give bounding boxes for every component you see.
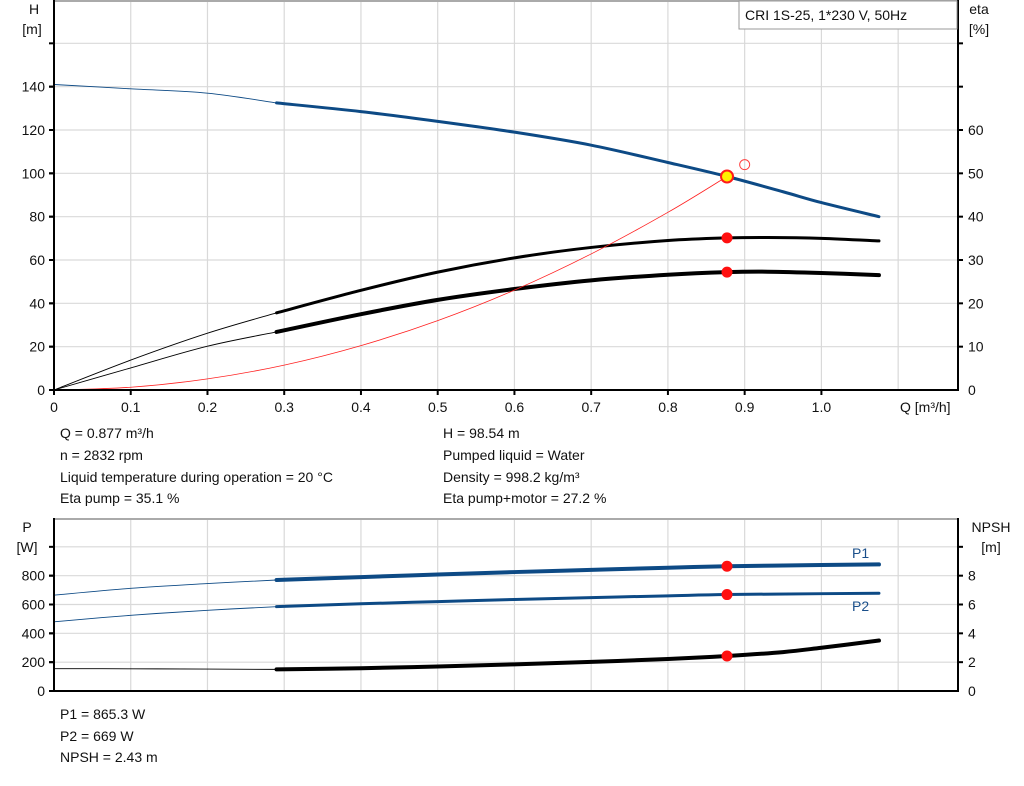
right-tick-label: 50 [968, 165, 984, 181]
eta_pump_motor-curve-extrapolated [53, 331, 277, 391]
p1-series-label: P1 [852, 545, 869, 561]
x-tick-label: 0.2 [198, 399, 218, 415]
right-tick-label: 2 [968, 654, 976, 670]
left-tick-label: 0 [37, 683, 45, 699]
right-tick-label: 0 [968, 382, 976, 398]
info-npsh: NPSH = 2.43 m [60, 749, 158, 765]
x-tick-label: 0.7 [581, 399, 601, 415]
P2-curve [275, 591, 881, 609]
npsh-point-marker [721, 650, 733, 662]
info-p1: P1 = 865.3 W [60, 706, 146, 722]
right-tick-label: 6 [968, 597, 976, 613]
eta_pump-curve-extrapolated [53, 312, 277, 391]
system-curve [53, 176, 728, 391]
info-n: n = 2832 rpm [60, 447, 143, 463]
info-eta-pump: Eta pump = 35.1 % [60, 490, 179, 506]
x-tick-label: 0.1 [121, 399, 141, 415]
x-tick-label: 1.0 [812, 399, 832, 415]
p2-point-marker [721, 589, 733, 601]
legend-text: CRI 1S-25, 1*230 V, 50Hz [745, 7, 907, 23]
eta-pump-point-marker [721, 232, 733, 244]
left-tick-label: 200 [22, 654, 46, 670]
info-p2: P2 = 669 W [60, 728, 134, 744]
legend-box [738, 0, 958, 30]
p-axis-unit: [W] [17, 539, 38, 555]
right-tick-label: 60 [968, 122, 984, 138]
right-tick-label: 10 [968, 339, 984, 355]
H-curve [275, 101, 881, 219]
left-tick-label: 60 [29, 252, 45, 268]
right-tick-label: 8 [968, 568, 976, 584]
info-liquid: Pumped liquid = Water [443, 447, 585, 463]
h-axis-label: H [29, 1, 39, 17]
requested-point-marker [739, 159, 751, 171]
left-tick-label: 600 [22, 597, 46, 613]
p2-series-label: P2 [852, 598, 869, 614]
eta-axis-unit: [%] [969, 21, 989, 37]
left-tick-label: 400 [22, 625, 46, 641]
info-eta-pump-motor: Eta pump+motor = 27.2 % [443, 490, 606, 506]
right-tick-label: 20 [968, 295, 984, 311]
P2-curve-extrapolated [53, 606, 277, 623]
NPSH-curve [274, 638, 881, 672]
info-density: Density = 998.2 kg/m³ [443, 469, 580, 485]
left-tick-label: 0 [37, 382, 45, 398]
eta-pump-motor-point-marker [721, 266, 733, 278]
x-tick-label: 0.9 [735, 399, 755, 415]
left-tick-label: 40 [29, 295, 45, 311]
x-tick-label: 0.4 [351, 399, 371, 415]
h-axis-unit: [m] [22, 21, 41, 37]
p-axis-label: P [22, 519, 31, 535]
npsh-axis-label: NPSH [972, 519, 1011, 535]
left-tick-label: 800 [22, 568, 46, 584]
right-tick-label: 4 [968, 625, 976, 641]
NPSH-curve-extrapolated [53, 668, 277, 670]
P1-curve [274, 562, 881, 582]
H-curve-extrapolated [53, 84, 277, 104]
x-tick-label: 0.5 [428, 399, 448, 415]
info-h: H = 98.54 m [443, 425, 520, 441]
right-tick-label: 0 [968, 683, 976, 699]
eta_pump-curve [275, 235, 881, 315]
eta_pump_motor-curve [274, 269, 881, 334]
P1-curve-extrapolated [53, 579, 277, 596]
x-tick-label: 0 [50, 399, 58, 415]
right-tick-label: 40 [968, 209, 984, 225]
left-tick-label: 120 [22, 122, 46, 138]
x-tick-label: 0.8 [658, 399, 678, 415]
info-temperature: Liquid temperature during operation = 20… [60, 469, 333, 485]
q-axis-label: Q [m³/h] [900, 399, 951, 415]
left-tick-label: 140 [22, 79, 46, 95]
duty-point-marker [720, 169, 735, 184]
info-q: Q = 0.877 m³/h [60, 425, 154, 441]
left-tick-label: 100 [22, 165, 46, 181]
x-tick-label: 0.6 [505, 399, 525, 415]
left-tick-label: 80 [29, 209, 45, 225]
right-tick-label: 30 [968, 252, 984, 268]
p1-point-marker [721, 560, 733, 572]
left-tick-label: 20 [29, 339, 45, 355]
npsh-axis-unit: [m] [981, 539, 1000, 555]
x-tick-label: 0.3 [274, 399, 294, 415]
eta-axis-label: eta [969, 1, 989, 17]
